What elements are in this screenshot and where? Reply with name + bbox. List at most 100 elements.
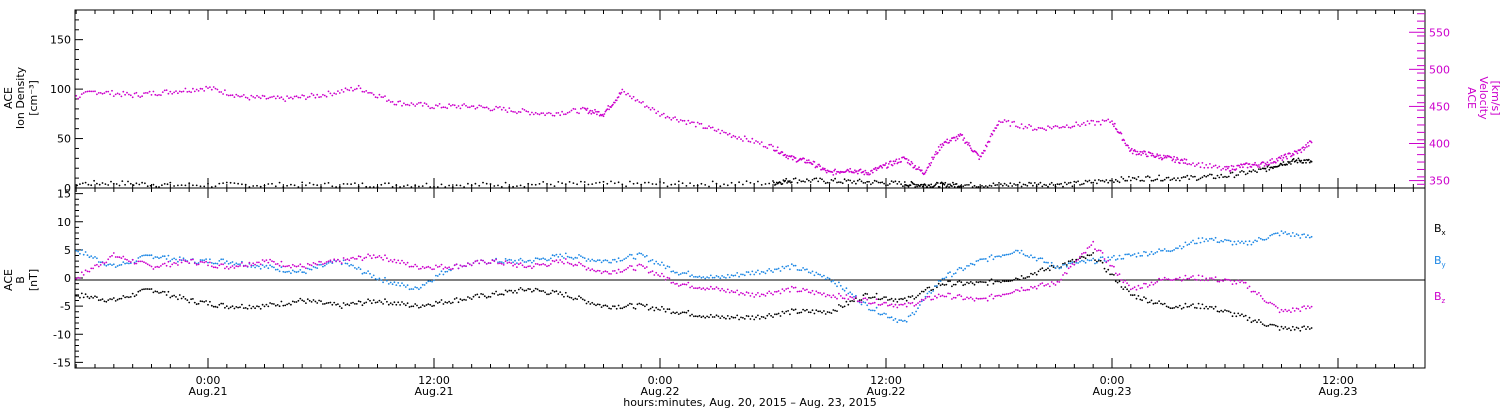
bz-point [122, 255, 125, 258]
velocity-point [299, 96, 302, 99]
bx-point [497, 294, 499, 296]
velocity-point [504, 109, 507, 111]
by-point [177, 260, 179, 263]
velocity-point [591, 110, 594, 112]
bz-point [969, 296, 972, 299]
bx-point [544, 291, 546, 294]
velocity-point [1291, 154, 1293, 157]
bx-point [736, 314, 739, 317]
bz-point [719, 289, 722, 292]
bx-point [137, 290, 140, 293]
bz-point [887, 304, 889, 307]
by-point [329, 260, 332, 263]
ion-density-point [184, 184, 187, 187]
velocity-point [536, 113, 539, 115]
velocity-point [630, 97, 633, 100]
ion-density-point [169, 181, 172, 184]
ion-density-point [868, 180, 870, 183]
bz-point [956, 294, 959, 297]
bz-point [1030, 285, 1032, 288]
bx-point [888, 298, 891, 301]
ion-density-point [1310, 160, 1313, 163]
bz-point [395, 261, 398, 264]
velocity-point [929, 164, 932, 167]
by-point [919, 304, 921, 306]
ion-density-point [1308, 161, 1311, 164]
bx-point [152, 291, 155, 294]
velocity-point [116, 92, 119, 95]
by-point [1278, 234, 1281, 237]
velocity-point [590, 112, 593, 115]
bx-point [915, 296, 917, 299]
bx-point [109, 298, 111, 300]
by-point [1192, 239, 1194, 242]
ion-density-point [1160, 179, 1162, 182]
by-point [427, 280, 430, 283]
bz-point [327, 260, 330, 263]
bz-point [1195, 279, 1198, 281]
by-point [719, 277, 722, 280]
bx-point [785, 310, 788, 313]
bz-point [314, 262, 317, 265]
by-point [1022, 253, 1025, 256]
velocity-point [931, 156, 933, 159]
bx-point [551, 289, 554, 292]
ion-density-point [625, 185, 627, 188]
ion-density-point [1231, 171, 1234, 174]
bz-point [1143, 282, 1145, 285]
bz-point [730, 290, 733, 292]
bz-point [193, 262, 196, 265]
velocity-point [1216, 166, 1219, 169]
bx-point [698, 314, 701, 317]
by-point [836, 285, 838, 288]
bx-point [1094, 259, 1096, 261]
bz-point [103, 262, 106, 265]
velocity-point [216, 88, 219, 91]
bz-point [1233, 280, 1236, 282]
by-point [293, 270, 296, 273]
by-point [936, 285, 938, 287]
bz-point [1216, 280, 1219, 283]
bx-point [205, 300, 208, 302]
velocity-point [1231, 168, 1234, 171]
bz-point [468, 263, 471, 266]
bz-point [222, 263, 225, 266]
velocity-point [465, 104, 467, 107]
ion-density-point [919, 185, 921, 188]
by-point [704, 277, 707, 280]
bx-point [1231, 315, 1234, 318]
velocity-point [559, 114, 562, 117]
by-point [163, 255, 166, 258]
ion-density-point [708, 185, 710, 188]
velocity-point [927, 166, 930, 168]
ion-density-point [984, 185, 987, 187]
bx-point [1282, 327, 1285, 330]
bz-point [847, 298, 850, 300]
ion-density-point [327, 182, 330, 184]
velocity-point [395, 103, 398, 106]
bx-point [1035, 273, 1038, 276]
bz-point [1018, 290, 1021, 292]
bx-point [1109, 273, 1111, 276]
bx-point [531, 290, 533, 293]
velocity-point [873, 168, 876, 171]
ion-density-point [1298, 159, 1301, 162]
bottom-panel-frame [74, 187, 1426, 369]
ion-density-point [811, 179, 814, 181]
by-point [775, 268, 778, 271]
velocity-point [384, 95, 386, 97]
bx-point [832, 309, 835, 311]
velocity-point [482, 106, 484, 109]
by-point [726, 273, 729, 276]
ion-density-point [410, 186, 413, 188]
bx-point [747, 315, 750, 318]
by-point [873, 309, 876, 312]
bx-point [487, 295, 490, 298]
ion-density-point [346, 183, 349, 185]
bz-point [131, 258, 134, 261]
ion-density-point [647, 181, 650, 184]
by-point [419, 286, 422, 289]
bz-point [1290, 311, 1292, 313]
by-point [410, 288, 413, 290]
ion-density-point [996, 184, 998, 186]
